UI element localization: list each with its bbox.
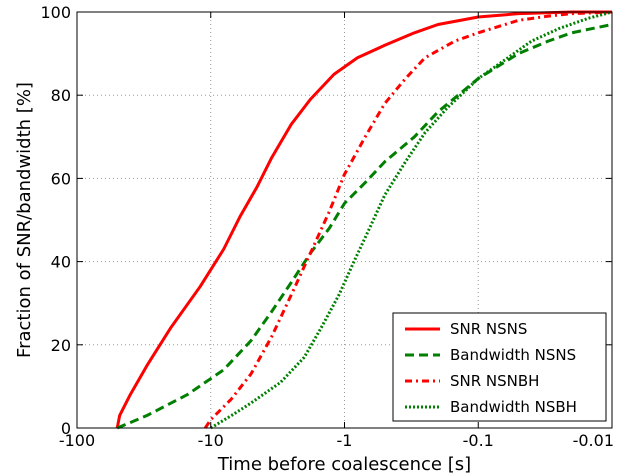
x-tick-label: -0.01 [573, 431, 614, 450]
series-line-3 [203, 10, 613, 429]
y-tick-label: 80 [51, 86, 71, 105]
y-tick-label: 20 [51, 336, 71, 355]
y-tick-label: 0 [61, 419, 71, 438]
legend-box [392, 312, 607, 422]
x-axis-label: Time before coalescence [s] [217, 454, 471, 475]
series-line-1 [115, 10, 612, 429]
legend-label: Bandwidth NSBH [450, 398, 577, 416]
legend: SNR NSNS Bandwidth NSNS SNR NSNBH Bandwidth… [392, 312, 607, 422]
y-axis-label: Fraction of SNR/bandwidth [%] [14, 82, 35, 358]
legend-label: Bandwidth NSNS [450, 346, 576, 364]
y-tick-label: 100 [40, 3, 71, 22]
x-tick-label: -100 [59, 431, 95, 450]
ticks: -100 -10 -1 -0.1 -0.01 0 20 40 60 80 100 [40, 3, 614, 450]
y-tick-label: 60 [51, 169, 71, 188]
legend-label: SNR NSNBH [450, 372, 539, 390]
series-layer [115, 10, 613, 430]
x-tick-label: -0.1 [463, 431, 494, 450]
legend-label: SNR NSNS [450, 320, 527, 338]
x-tick-label: -1 [337, 431, 353, 450]
series-line-2 [116, 23, 613, 430]
x-tick-label: -10 [198, 431, 224, 450]
y-tick-label: 40 [51, 253, 71, 272]
